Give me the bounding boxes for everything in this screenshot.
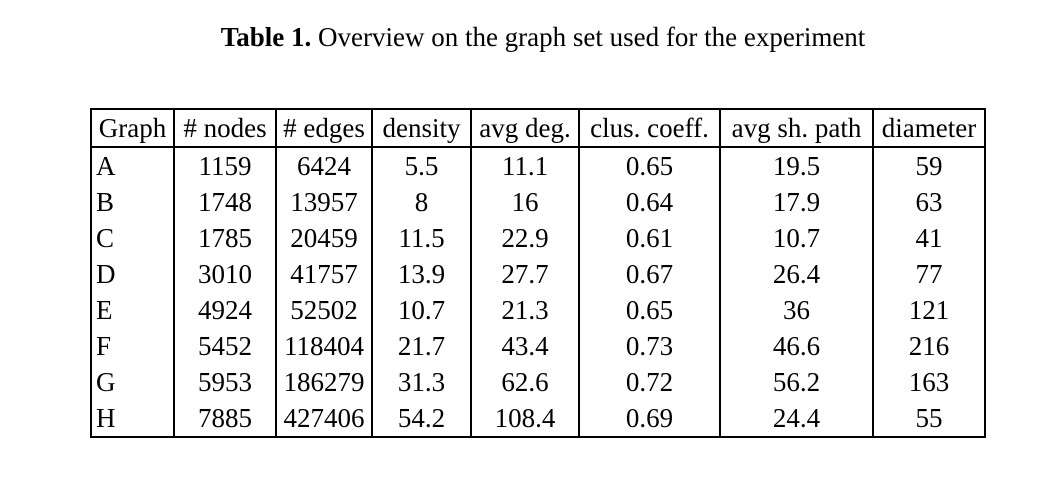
table-row: H 7885 427406 54.2 108.4 0.69 24.4 55 [90, 400, 986, 438]
column-header-diameter: diameter [872, 108, 986, 148]
diameter-cell: 121 [872, 292, 986, 328]
edges-cell: 20459 [275, 220, 373, 256]
column-header-edges: # edges [275, 108, 373, 148]
avg-shortest-path-cell: 46.6 [719, 328, 874, 364]
column-header-graph: Graph [90, 108, 175, 148]
column-header-density: density [371, 108, 472, 148]
edges-cell: 13957 [275, 184, 373, 220]
avg-shortest-path-cell: 19.5 [719, 147, 874, 184]
diameter-cell: 59 [872, 147, 986, 184]
table-row: F 5452 118404 21.7 43.4 0.73 46.6 216 [90, 328, 986, 364]
graph-name-cell: C [90, 220, 175, 256]
column-header-avg-shortest-path: avg sh. path [719, 108, 874, 148]
edges-cell: 41757 [275, 256, 373, 292]
clustering-coefficient-cell: 0.67 [578, 256, 721, 292]
avg-degree-cell: 108.4 [470, 400, 580, 438]
edges-cell: 52502 [275, 292, 373, 328]
diameter-cell: 55 [872, 400, 986, 438]
nodes-cell: 4924 [173, 292, 277, 328]
table-row: B 1748 13957 8 16 0.64 17.9 63 [90, 184, 986, 220]
density-cell: 8 [371, 184, 472, 220]
table-caption: Table 1. Overview on the graph set used … [0, 20, 1058, 54]
graph-name-cell: B [90, 184, 175, 220]
clustering-coefficient-cell: 0.73 [578, 328, 721, 364]
nodes-cell: 1159 [173, 147, 277, 184]
table-row: C 1785 20459 11.5 22.9 0.61 10.7 41 [90, 220, 986, 256]
density-cell: 5.5 [371, 147, 472, 184]
caption-label: Table 1. [220, 22, 312, 52]
nodes-cell: 1748 [173, 184, 277, 220]
avg-degree-cell: 27.7 [470, 256, 580, 292]
clustering-coefficient-cell: 0.61 [578, 220, 721, 256]
edges-cell: 186279 [275, 364, 373, 400]
avg-shortest-path-cell: 36 [719, 292, 874, 328]
nodes-cell: 1785 [173, 220, 277, 256]
clustering-coefficient-cell: 0.65 [578, 147, 721, 184]
avg-degree-cell: 11.1 [470, 147, 580, 184]
graph-name-cell: E [90, 292, 175, 328]
table-row: D 3010 41757 13.9 27.7 0.67 26.4 77 [90, 256, 986, 292]
diameter-cell: 63 [872, 184, 986, 220]
graph-name-cell: F [90, 328, 175, 364]
avg-degree-cell: 43.4 [470, 328, 580, 364]
diameter-cell: 77 [872, 256, 986, 292]
header-row: Graph # nodes # edges density avg deg. c… [90, 108, 986, 148]
table-row: A 1159 6424 5.5 11.1 0.65 19.5 59 [90, 147, 986, 184]
column-header-clustering-coefficient: clus. coeff. [578, 108, 721, 148]
density-cell: 54.2 [371, 400, 472, 438]
avg-degree-cell: 21.3 [470, 292, 580, 328]
nodes-cell: 3010 [173, 256, 277, 292]
graph-name-cell: D [90, 256, 175, 292]
avg-shortest-path-cell: 26.4 [719, 256, 874, 292]
column-header-nodes: # nodes [173, 108, 277, 148]
nodes-cell: 5452 [173, 328, 277, 364]
column-header-avg-degree: avg deg. [470, 108, 580, 148]
density-cell: 21.7 [371, 328, 472, 364]
nodes-cell: 7885 [173, 400, 277, 438]
diameter-cell: 216 [872, 328, 986, 364]
caption-text: Overview on the graph set used for the e… [317, 22, 866, 52]
clustering-coefficient-cell: 0.69 [578, 400, 721, 438]
clustering-coefficient-cell: 0.64 [578, 184, 721, 220]
table-row: G 5953 186279 31.3 62.6 0.72 56.2 163 [90, 364, 986, 400]
density-cell: 31.3 [371, 364, 472, 400]
density-cell: 11.5 [371, 220, 472, 256]
avg-shortest-path-cell: 17.9 [719, 184, 874, 220]
avg-shortest-path-cell: 56.2 [719, 364, 874, 400]
density-cell: 13.9 [371, 256, 472, 292]
clustering-coefficient-cell: 0.65 [578, 292, 721, 328]
avg-shortest-path-cell: 10.7 [719, 220, 874, 256]
table-row: E 4924 52502 10.7 21.3 0.65 36 121 [90, 292, 986, 328]
clustering-coefficient-cell: 0.72 [578, 364, 721, 400]
edges-cell: 118404 [275, 328, 373, 364]
nodes-cell: 5953 [173, 364, 277, 400]
avg-degree-cell: 62.6 [470, 364, 580, 400]
edges-cell: 427406 [275, 400, 373, 438]
diameter-cell: 163 [872, 364, 986, 400]
graph-name-cell: A [90, 147, 175, 184]
avg-degree-cell: 16 [470, 184, 580, 220]
graph-name-cell: H [90, 400, 175, 438]
density-cell: 10.7 [371, 292, 472, 328]
graph-name-cell: G [90, 364, 175, 400]
avg-degree-cell: 22.9 [470, 220, 580, 256]
avg-shortest-path-cell: 24.4 [719, 400, 874, 438]
diameter-cell: 41 [872, 220, 986, 256]
graph-overview-table: Graph # nodes # edges density avg deg. c… [90, 108, 986, 438]
edges-cell: 6424 [275, 147, 373, 184]
